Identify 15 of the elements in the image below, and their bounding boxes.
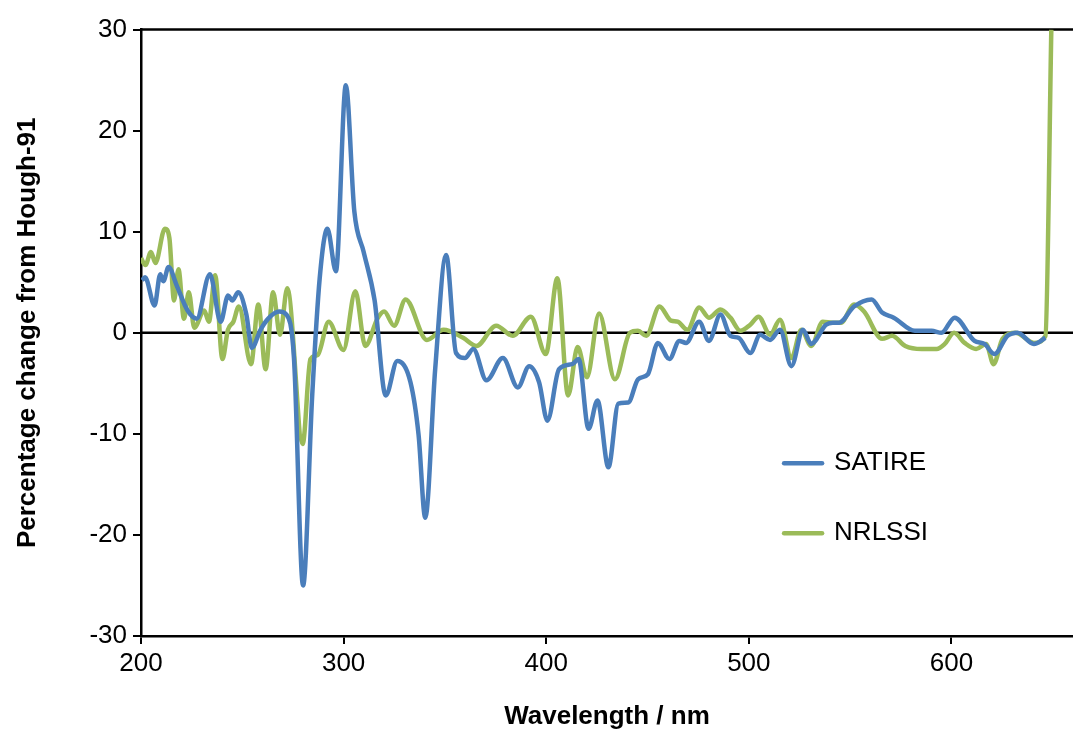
- y-tick-label: 30: [98, 12, 127, 43]
- y-tick-label: -10: [89, 417, 127, 448]
- y-tick-label: 10: [98, 214, 127, 245]
- x-tick-label: 400: [524, 646, 568, 677]
- y-axis-title: Percentage change from Hough-91: [10, 117, 41, 549]
- y-tick-label: -20: [89, 518, 127, 549]
- y-tick-label: 0: [112, 315, 127, 346]
- x-tick-label: 500: [727, 646, 771, 677]
- line-series: [141, 82, 1048, 588]
- x-tick-label: 600: [929, 646, 974, 677]
- y-tick-label: 20: [98, 113, 127, 144]
- legend-label: SATIRE: [834, 446, 927, 477]
- legend-label: NRLSSI: [834, 516, 928, 547]
- x-tick-label: 300: [321, 646, 366, 677]
- x-axis-title: Wavelength / nm: [504, 699, 710, 730]
